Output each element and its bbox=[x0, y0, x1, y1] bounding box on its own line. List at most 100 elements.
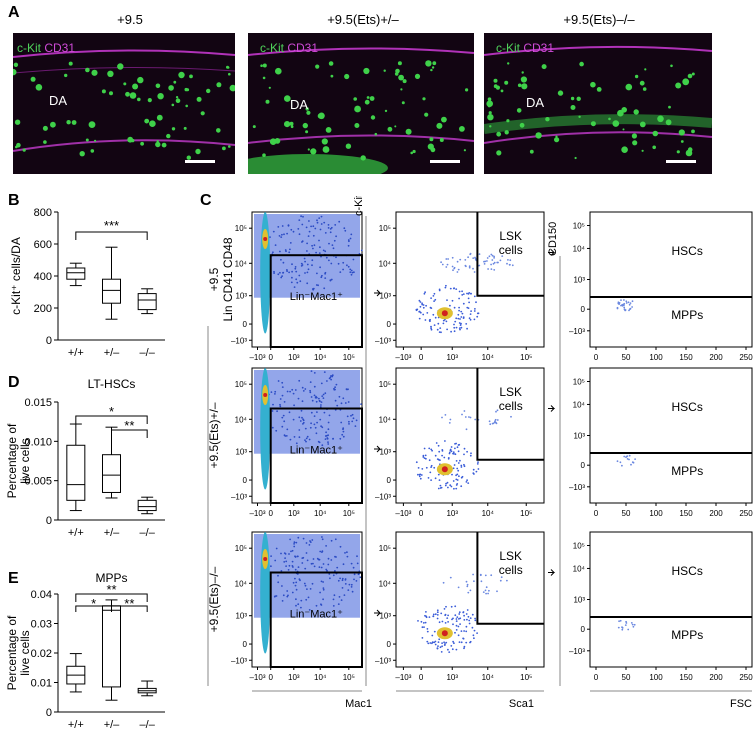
gate3-y-label: CD150 bbox=[547, 222, 559, 256]
event-dot bbox=[490, 574, 493, 577]
ckit-cell bbox=[290, 125, 294, 129]
event-dot bbox=[461, 290, 463, 293]
event-dot bbox=[422, 622, 425, 624]
event-dot bbox=[308, 230, 311, 233]
event-dot bbox=[428, 447, 431, 450]
ckit-cell bbox=[402, 79, 407, 84]
event-dot bbox=[473, 295, 476, 298]
panel-b-letter: B bbox=[8, 192, 20, 209]
event-dot bbox=[341, 433, 344, 436]
event-dot bbox=[286, 232, 288, 235]
event-dot bbox=[440, 651, 443, 653]
event-dot bbox=[454, 320, 457, 323]
ckit-cell bbox=[284, 95, 291, 102]
x-tick-label: 10⁴ bbox=[482, 509, 495, 518]
event-dot bbox=[318, 566, 321, 568]
y-axis-label: Percentage of bbox=[5, 615, 19, 690]
event-dot bbox=[289, 438, 292, 441]
event-dot bbox=[469, 313, 472, 315]
event-dot bbox=[460, 485, 463, 488]
event-dot bbox=[277, 581, 280, 584]
event-dot bbox=[618, 620, 620, 623]
gate3-frame bbox=[589, 367, 753, 504]
event-dot bbox=[449, 418, 452, 421]
ckit-cell bbox=[500, 89, 504, 93]
event-dot bbox=[494, 418, 497, 421]
event-dot bbox=[461, 294, 464, 296]
event-dot bbox=[283, 420, 286, 423]
event-dot bbox=[303, 582, 306, 585]
event-dot bbox=[627, 301, 630, 304]
event-dot bbox=[455, 487, 458, 490]
gate2-box bbox=[476, 368, 544, 461]
event-dot bbox=[292, 581, 295, 584]
gate2-label: cells bbox=[499, 399, 523, 413]
event-dot bbox=[621, 464, 623, 467]
event-dot bbox=[468, 266, 471, 269]
event-dot bbox=[441, 416, 443, 419]
event-dot bbox=[449, 576, 452, 579]
ckit-cell bbox=[394, 125, 397, 128]
event-dot bbox=[618, 303, 620, 305]
event-dot bbox=[311, 259, 314, 262]
event-dot bbox=[313, 385, 316, 388]
event-dot bbox=[320, 425, 322, 428]
event-dot bbox=[463, 614, 465, 617]
ckit-cell bbox=[156, 114, 163, 121]
event-dot bbox=[319, 228, 322, 231]
event-dot bbox=[467, 256, 469, 259]
ckit-cell bbox=[262, 63, 267, 68]
event-dot bbox=[304, 260, 306, 263]
event-dot bbox=[457, 317, 460, 320]
event-dot bbox=[320, 223, 323, 225]
event-dot bbox=[492, 262, 495, 265]
ckit-cell bbox=[125, 91, 130, 97]
event-dot bbox=[323, 287, 326, 290]
event-dot bbox=[620, 299, 622, 301]
x-tick-label: +/– bbox=[104, 527, 120, 539]
event-dot bbox=[298, 219, 301, 221]
x-tick-label: 10³ bbox=[446, 353, 458, 362]
event-dot bbox=[321, 395, 324, 397]
y-tick-label: 10⁵ bbox=[235, 224, 247, 233]
event-dot bbox=[334, 555, 336, 558]
x-tick-label: 50 bbox=[622, 509, 631, 518]
event-dot bbox=[433, 292, 436, 295]
ckit-cell bbox=[173, 80, 177, 84]
event-dot bbox=[444, 643, 446, 645]
box-iqr bbox=[137, 293, 157, 311]
event-dot bbox=[347, 401, 350, 403]
event-dot bbox=[350, 583, 353, 586]
x-tick-label: –/– bbox=[140, 527, 156, 539]
event-dot bbox=[321, 551, 323, 553]
event-dot bbox=[456, 483, 459, 485]
box-2 bbox=[137, 288, 157, 315]
event-dot bbox=[295, 588, 298, 591]
y-tick-label: –10³ bbox=[231, 656, 247, 665]
event-dot bbox=[307, 596, 310, 599]
event-dot bbox=[617, 626, 620, 629]
event-dot bbox=[355, 419, 358, 422]
event-dot bbox=[313, 372, 316, 374]
box-0 bbox=[66, 423, 86, 512]
event-dot bbox=[438, 288, 441, 291]
ckit-cell bbox=[370, 115, 376, 120]
event-dot bbox=[445, 482, 447, 485]
event-dot bbox=[356, 555, 358, 558]
event-dot bbox=[330, 226, 333, 229]
event-dot bbox=[446, 481, 449, 484]
event-dot bbox=[423, 626, 425, 628]
event-dot bbox=[321, 538, 324, 541]
event-dot bbox=[488, 420, 491, 423]
ckit-cell bbox=[412, 149, 416, 154]
event-dot bbox=[308, 544, 311, 546]
gate3-lower-label: MPPs bbox=[671, 308, 703, 322]
event-dot bbox=[496, 590, 498, 593]
event-dot bbox=[278, 235, 281, 237]
event-dot bbox=[286, 269, 288, 271]
ckit-cell bbox=[579, 61, 584, 67]
micrograph-1: c-Kit CD31 DA bbox=[13, 33, 235, 174]
event-dot bbox=[330, 539, 333, 542]
ckit-cell bbox=[185, 104, 188, 108]
